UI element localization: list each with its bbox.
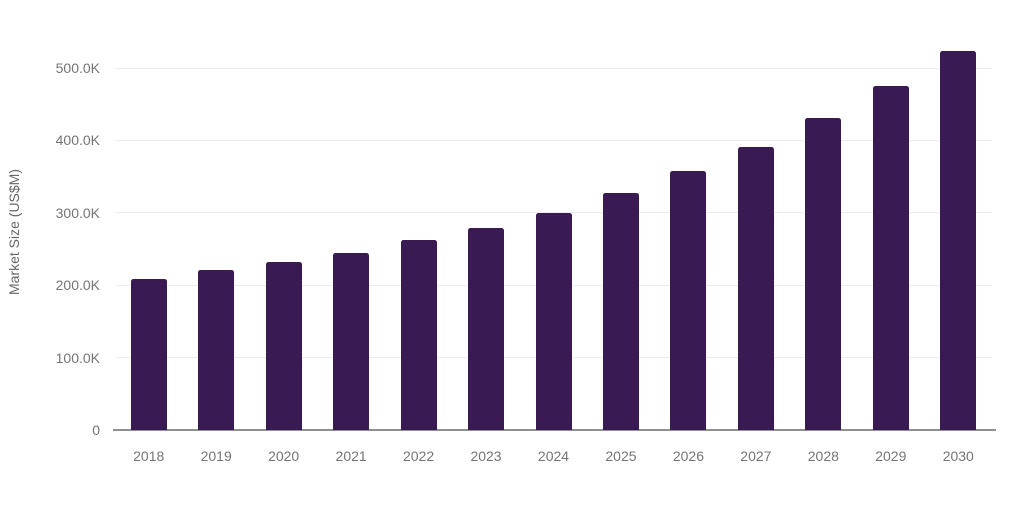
x-tick-label: 2030 (942, 448, 974, 464)
bar-2030[interactable] (940, 51, 977, 430)
y-tick-label: 0 (92, 422, 100, 438)
bar-2023[interactable] (468, 228, 505, 430)
y-tick-label: 500.0K (55, 60, 100, 76)
bar-2019[interactable] (198, 270, 235, 430)
bar-2027[interactable] (737, 146, 774, 430)
x-tick-label: 2027 (740, 448, 772, 464)
y-tick-label: 400.0K (55, 132, 100, 149)
bar-2024[interactable] (535, 212, 572, 430)
x-axis-baseline (113, 429, 996, 431)
x-tick-label: 2028 (807, 448, 839, 464)
x-tick-label: 2020 (268, 448, 300, 464)
gridline (115, 67, 992, 69)
x-tick-label: 2018 (133, 448, 165, 464)
bar-2018[interactable] (130, 279, 167, 430)
x-tick-label: 2021 (335, 448, 367, 464)
y-tick-label: 300.0K (55, 204, 100, 221)
y-axis-title: Market Size (US$M) (6, 168, 22, 296)
bar-2029[interactable] (872, 86, 909, 430)
x-tick-label: 2029 (875, 448, 907, 464)
x-tick-label: 2025 (605, 448, 637, 464)
bar-2028[interactable] (805, 117, 842, 430)
gridline (115, 139, 992, 141)
bar-2026[interactable] (670, 171, 707, 430)
bar-2021[interactable] (333, 252, 370, 430)
bar-2020[interactable] (265, 262, 302, 430)
x-tick-label: 2022 (402, 448, 435, 464)
x-tick-label: 2024 (537, 448, 570, 464)
y-tick-label: 200.0K (55, 277, 100, 294)
bar-2025[interactable] (602, 193, 639, 430)
x-tick-label: 2023 (470, 448, 502, 464)
y-tick-label: 100.0K (55, 349, 100, 366)
x-tick-label: 2026 (672, 448, 704, 464)
x-tick-label: 2019 (200, 448, 232, 464)
bar-2022[interactable] (400, 240, 437, 430)
